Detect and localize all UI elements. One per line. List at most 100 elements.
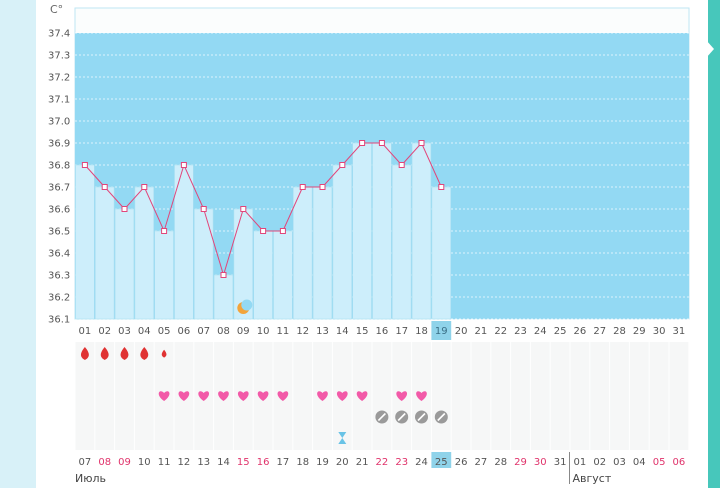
temperature-column — [154, 230, 174, 320]
temperature-point — [101, 184, 108, 190]
y-tick-label: 36.3 — [48, 271, 70, 282]
marker-cell — [471, 342, 491, 450]
marker-cell — [530, 342, 550, 450]
calendar-date-label: 16 — [257, 457, 270, 468]
calendar-date-label: 23 — [395, 457, 408, 468]
page-background — [0, 0, 36, 488]
side-rail — [708, 0, 720, 488]
y-tick-label: 36.9 — [48, 139, 70, 150]
y-tick-label: 37.0 — [48, 117, 70, 128]
cycle-day-label: 08 — [217, 326, 230, 337]
calendar-date-label: 02 — [593, 457, 606, 468]
cycle-day-label: 24 — [534, 326, 547, 337]
calendar-date-label: 01 — [574, 457, 587, 468]
temperature-point — [121, 206, 128, 212]
cycle-day-labels: 01 02 03 04 05 06 07 08 09 10 11 12 13 14 15 16 17 18 19 20… — [79, 321, 686, 340]
calendar-date-label: 17 — [277, 457, 290, 468]
cycle-day-label: 27 — [593, 326, 606, 337]
calendar-date-label: 08 — [98, 457, 111, 468]
cycle-day-label: 23 — [514, 326, 527, 337]
cycle-day-label: 28 — [613, 326, 626, 337]
cycle-day-label: 15 — [356, 326, 369, 337]
cycle-day-label: 25 — [554, 326, 567, 337]
calendar-date-label: 15 — [237, 457, 250, 468]
heart-icon — [198, 391, 210, 401]
y-tick-label: 36.7 — [48, 183, 70, 194]
marker-cell — [372, 342, 392, 450]
temperature-column — [75, 164, 95, 320]
blood-drop-icon — [140, 347, 149, 360]
temperature-point — [260, 228, 267, 234]
temperature-column — [134, 186, 154, 320]
cycle-day-label: 10 — [257, 326, 270, 337]
marker-cell — [95, 342, 115, 450]
marker-cell — [570, 342, 590, 450]
marker-cell — [431, 342, 451, 450]
temperature-point — [279, 228, 286, 234]
temperature-column — [332, 164, 352, 320]
temperature-point — [161, 228, 168, 234]
y-tick-label: 37.4 — [48, 29, 70, 40]
cycle-day-label: 06 — [178, 326, 191, 337]
temperature-point — [141, 184, 148, 190]
calendar-date-label: 31 — [554, 457, 567, 468]
heart-icon — [158, 391, 170, 401]
temperature-column — [273, 230, 293, 320]
calendar-date-label: 05 — [653, 457, 666, 468]
temperature-column — [213, 274, 234, 320]
heart-icon — [178, 391, 190, 401]
blood-drop-icon — [100, 347, 109, 360]
y-tick-label: 37.3 — [48, 51, 70, 62]
heart-icon — [277, 391, 289, 401]
heart-icon — [237, 391, 249, 401]
cycle-day-label: 17 — [395, 326, 408, 337]
pill-score-line — [397, 412, 406, 422]
temperature-line — [81, 140, 445, 278]
marker-cell — [511, 342, 530, 450]
temperature-point — [378, 140, 385, 146]
current-day-highlight — [431, 321, 452, 340]
y-tick-label: 37.1 — [48, 95, 70, 106]
temperature-column — [312, 186, 333, 320]
rail-tab[interactable] — [706, 40, 714, 58]
month-label-right: Август — [573, 472, 612, 485]
y-tick-label: 36.1 — [48, 315, 70, 326]
heart-icon — [396, 391, 408, 401]
temperature-point — [81, 162, 88, 168]
temperature-column — [372, 142, 392, 320]
temperature-point — [200, 206, 207, 212]
calendar-date-label: 11 — [158, 457, 171, 468]
y-tick-label: 36.8 — [48, 161, 70, 172]
symptom-markers — [75, 299, 689, 450]
moon-shadow — [241, 299, 253, 311]
hourglass-icon — [338, 432, 347, 444]
cycle-day-label: 02 — [98, 326, 111, 337]
temperature-point — [180, 162, 187, 168]
temperature-point — [418, 140, 425, 146]
calendar-date-label: 29 — [514, 457, 527, 468]
temperature-column — [411, 142, 432, 320]
pill-score-line — [417, 412, 426, 422]
marker-cell — [649, 342, 669, 450]
y-tick-label: 36.2 — [48, 293, 70, 304]
temperature-point — [438, 184, 445, 190]
month-label-left: Июль — [75, 472, 106, 485]
blood-drop-icon — [161, 349, 167, 358]
marker-cell — [115, 342, 134, 450]
marker-cell — [134, 342, 154, 450]
cycle-day-label: 21 — [475, 326, 488, 337]
pill-score-line — [437, 412, 446, 422]
cycle-day-label: 31 — [673, 326, 686, 337]
temperature-column — [253, 230, 273, 320]
marker-cell — [75, 342, 95, 450]
calendar-date-label: 04 — [633, 457, 646, 468]
cycle-day-label: 30 — [653, 326, 666, 337]
cycle-day-label: 20 — [455, 326, 468, 337]
heart-icon — [336, 391, 348, 401]
marker-cell — [610, 342, 629, 450]
temperature-column — [352, 142, 372, 320]
calendar-date-label: 18 — [296, 457, 309, 468]
cycle-day-label: 01 — [79, 326, 92, 337]
temperature-column — [431, 186, 451, 320]
calendar-date-label: 25 — [435, 457, 448, 468]
